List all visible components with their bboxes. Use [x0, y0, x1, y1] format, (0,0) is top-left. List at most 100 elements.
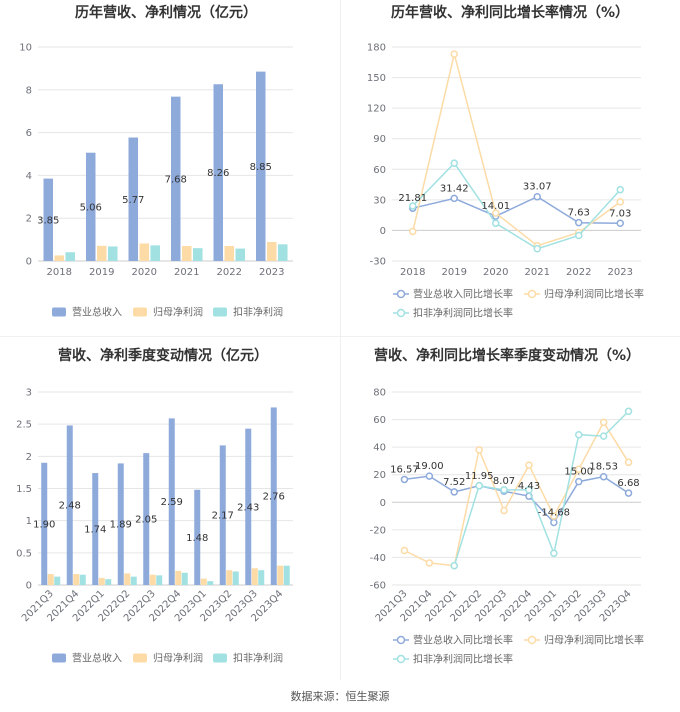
y-tick-label: -30	[370, 257, 386, 268]
y-tick-label: 60	[373, 415, 386, 426]
x-tick-label: 2023	[259, 267, 284, 278]
x-tick-label: 2020	[132, 267, 157, 278]
deducted-net-profit-bar	[193, 248, 203, 261]
legend-label: 扣非净利润同比增长率	[413, 653, 513, 666]
net-profit-growth-point	[425, 559, 434, 567]
y-axis: -60 -40 -20 0 20 40 60 80	[370, 388, 641, 592]
revenue-growth-line	[412, 195, 621, 225]
net-profit-growth-point	[400, 546, 409, 555]
x-tick-label: 2023	[608, 267, 633, 278]
legend-label: 归母净利润同比增长率	[544, 288, 644, 301]
net-profit-growth-point	[624, 458, 633, 467]
deducted-net-profit-growth-series	[409, 159, 624, 253]
data-label: 33.07	[523, 182, 552, 193]
legend-label: 归母净利润同比增长率	[544, 634, 644, 647]
revenue-growth-point	[450, 194, 458, 203]
y-tick-label: 0	[26, 257, 32, 268]
revenue-bar	[213, 84, 223, 262]
net-profit-bar	[251, 568, 258, 585]
deducted-net-profit-growth-point	[409, 202, 417, 210]
x-tick-label: 2019	[89, 267, 114, 278]
data-label: 7.63	[568, 208, 590, 219]
data-label: 2.76	[263, 492, 285, 503]
y-tick-label: 0.5	[16, 548, 32, 559]
legend-swatch	[52, 653, 66, 663]
legend-marker	[396, 308, 406, 318]
data-label: 14.01	[481, 201, 510, 212]
legend-item-deducted-net-profit-growth: 扣非净利润同比增长率	[393, 653, 513, 666]
revenue-growth-point	[450, 488, 458, 496]
data-label: 31.42	[440, 183, 469, 194]
y-tick-label: 0	[380, 226, 386, 237]
chart-title: 营收、净利季度变动情况（亿元）	[58, 347, 268, 364]
y-tick-label: 4	[26, 171, 32, 182]
revenue-growth-point	[533, 192, 541, 201]
legend-marker	[527, 635, 537, 645]
deducted-net-profit-growth-point	[550, 549, 558, 558]
net-profit-growth-point	[450, 50, 458, 58]
legend-item-deducted-net-profit-growth: 扣非净利润同比增长率	[393, 307, 513, 320]
revenue-growth-point	[575, 218, 583, 227]
y-tick-label: 2	[26, 214, 32, 225]
net-profit-bar	[73, 574, 80, 585]
deducted-net-profit-growth-point	[599, 432, 608, 440]
data-label: 2.43	[237, 502, 259, 513]
deducted-net-profit-series	[65, 244, 288, 261]
net-profit-growth-line	[404, 420, 630, 567]
deducted-net-profit-bar	[54, 576, 61, 585]
net-profit-bar	[226, 570, 233, 585]
net-profit-bar	[149, 574, 156, 585]
revenue-bar	[92, 473, 99, 585]
legend-item-revenue-growth: 营业总收入同比增长率	[393, 288, 513, 301]
legend-swatch	[133, 653, 147, 663]
net-profit-bar	[54, 255, 64, 261]
deducted-net-profit-bar	[65, 252, 75, 261]
data-label: 7.68	[165, 174, 187, 185]
revenue-growth-line	[404, 475, 629, 524]
legend-item-net-profit-growth: 归母净利润同比增长率	[524, 288, 644, 301]
net-profit-bar	[224, 246, 234, 261]
legend: 营业总收入 归母净利润 扣非净利润	[52, 652, 283, 665]
deducted-net-profit-growth-series	[450, 407, 633, 570]
y-tick-label: 8	[26, 85, 32, 96]
data-label: 4.43	[518, 481, 540, 492]
data-label: 18.53	[589, 462, 618, 473]
net-profit-bar	[97, 245, 107, 261]
revenue-growth-point	[599, 472, 608, 481]
data-label: -14.68	[538, 508, 570, 519]
deducted-net-profit-growth-point	[624, 407, 633, 416]
data-label: 15.00	[564, 467, 593, 478]
deducted-net-profit-growth-point	[616, 185, 624, 194]
data-label: 11.95	[465, 471, 494, 482]
y-tick-label: 30	[373, 195, 386, 206]
deducted-net-profit-growth-point	[575, 430, 583, 439]
x-tick-label: 2021	[525, 267, 550, 278]
data-label: 21.81	[398, 193, 427, 204]
revenue-growth-point	[400, 475, 409, 484]
deducted-net-profit-growth-line	[453, 410, 630, 566]
deducted-net-profit-bar	[79, 574, 86, 585]
y-tick-label: 2	[26, 452, 32, 463]
y-tick-label: 150	[367, 73, 386, 84]
net-profit-bar	[200, 578, 207, 585]
legend-swatch	[133, 307, 147, 317]
legend-item-net-profit: 归母净利润	[133, 306, 203, 319]
y-tick-label: 6	[26, 128, 32, 139]
net-profit-growth-point	[550, 512, 558, 520]
legend-label: 营业总收入同比增长率	[413, 634, 513, 647]
net-profit-bar	[175, 570, 182, 585]
y-tick-label: 180	[367, 43, 386, 54]
legend-label: 归母净利润	[153, 652, 203, 665]
y-tick-label: 40	[373, 443, 386, 454]
data-label: 19.00	[415, 461, 444, 472]
revenue-bar	[86, 152, 96, 261]
revenue-bar	[143, 453, 150, 585]
deducted-net-profit-bar	[283, 565, 290, 585]
data-label: 1.90	[33, 519, 55, 530]
revenue-growth-point	[624, 489, 633, 497]
deducted-net-profit-series	[54, 565, 290, 585]
legend-item-deducted-net-profit: 扣非净利润	[213, 652, 283, 665]
deducted-net-profit-bar	[105, 579, 112, 585]
deducted-net-profit-bar	[207, 581, 214, 585]
net-profit-bar	[98, 577, 105, 585]
